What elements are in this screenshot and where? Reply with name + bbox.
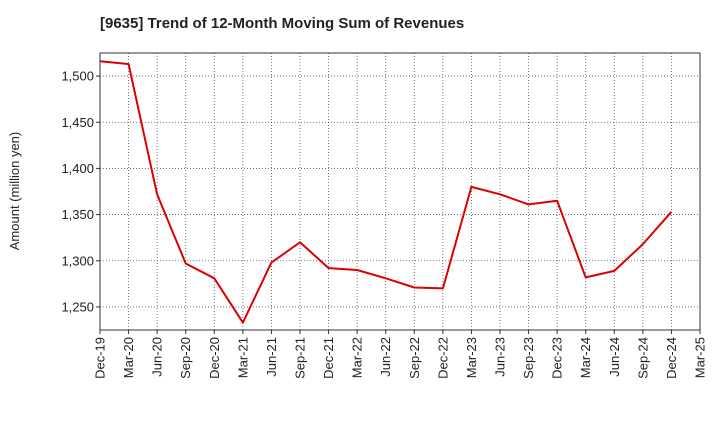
x-tick-label: Dec-21: [321, 337, 336, 379]
x-tick-label: Jun-20: [150, 337, 165, 377]
series-layer: [99, 60, 673, 324]
x-tick-label: Sep-23: [521, 337, 536, 379]
y-axis-ticks: 1,250 1,300 1,350 1,400 1,450 1,500: [61, 69, 100, 314]
x-tick-label: Sep-22: [407, 337, 422, 379]
x-tick-label: Mar-20: [121, 337, 136, 378]
x-tick-label: Jun-24: [607, 337, 622, 377]
y-tick-label: 1,250: [61, 299, 94, 314]
x-tick-label: Dec-23: [550, 337, 565, 379]
plot-area-frame: [99, 52, 701, 331]
x-tick-label: Mar-25: [693, 337, 708, 378]
x-tick-label: Dec-20: [207, 337, 222, 379]
x-tick-label: Jun-22: [378, 337, 393, 377]
x-tick-label: Dec-24: [664, 337, 679, 379]
x-tick-label: Mar-22: [350, 337, 365, 378]
y-axis-title: Amount (million yen): [7, 132, 22, 251]
chart-title: [9635] Trend of 12-Month Moving Sum of R…: [100, 15, 465, 32]
y-tick-label: 1,350: [61, 207, 94, 222]
x-tick-label: Mar-23: [464, 337, 479, 378]
y-tick-label: 1,500: [61, 69, 94, 84]
x-axis-ticks: Dec-19 Mar-20 Jun-20 Sep-20 Dec-20 Mar-21 Jun-…: [93, 330, 708, 379]
x-tick-label: Dec-19: [93, 337, 108, 379]
y-tick-label: 1,400: [61, 161, 94, 176]
x-tick-label: Sep-20: [178, 337, 193, 379]
x-tick-label: Sep-24: [635, 337, 650, 379]
x-tick-label: Jun-23: [493, 337, 508, 377]
y-tick-label: 1,450: [61, 115, 94, 130]
x-tick-label: Sep-21: [293, 337, 308, 379]
x-tick-label: Mar-21: [235, 337, 250, 378]
grid-lines: [100, 53, 700, 330]
x-tick-label: Jun-21: [264, 337, 279, 377]
x-tick-label: Dec-22: [435, 337, 450, 379]
y-tick-label: 1,300: [61, 253, 94, 268]
x-tick-label: Mar-24: [578, 337, 593, 378]
